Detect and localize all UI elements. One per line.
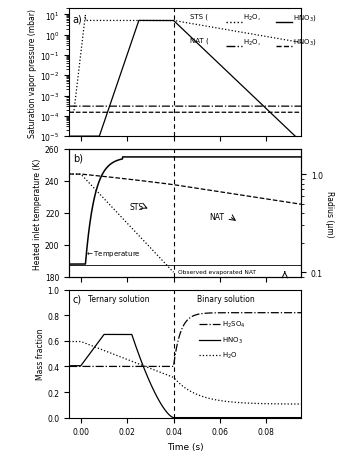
Text: H$_2$O,: H$_2$O, [243,13,261,23]
Text: HNO$_3$: HNO$_3$ [222,335,243,345]
Text: NAT: NAT [210,212,225,221]
Y-axis label: Saturation vapor pressure (mbar): Saturation vapor pressure (mbar) [28,9,37,137]
Text: H$_2$O,: H$_2$O, [243,37,261,47]
Text: Observed evaporated NAT: Observed evaporated NAT [178,270,256,275]
Y-axis label: Mass fraction: Mass fraction [36,328,45,380]
Y-axis label: Heated inlet temperature (K): Heated inlet temperature (K) [33,158,42,269]
Text: STS (: STS ( [190,13,208,19]
Text: b): b) [73,153,83,163]
X-axis label: Time (s): Time (s) [167,442,203,451]
Text: STS: STS [129,202,143,212]
Text: Ternary solution: Ternary solution [88,294,149,303]
Text: a): a) [73,14,82,24]
Text: H$_2$SO$_4$: H$_2$SO$_4$ [222,319,246,330]
Text: $\leftarrow$Temperature: $\leftarrow$Temperature [85,248,141,258]
Y-axis label: Radius (μm): Radius (μm) [325,190,334,237]
Text: NAT (: NAT ( [190,37,209,44]
Text: HNO$_3$): HNO$_3$) [293,37,317,47]
Text: c): c) [73,294,82,304]
Text: Binary solution: Binary solution [197,294,254,303]
Text: HNO$_3$): HNO$_3$) [293,13,317,23]
Text: H$_2$O: H$_2$O [222,350,238,360]
